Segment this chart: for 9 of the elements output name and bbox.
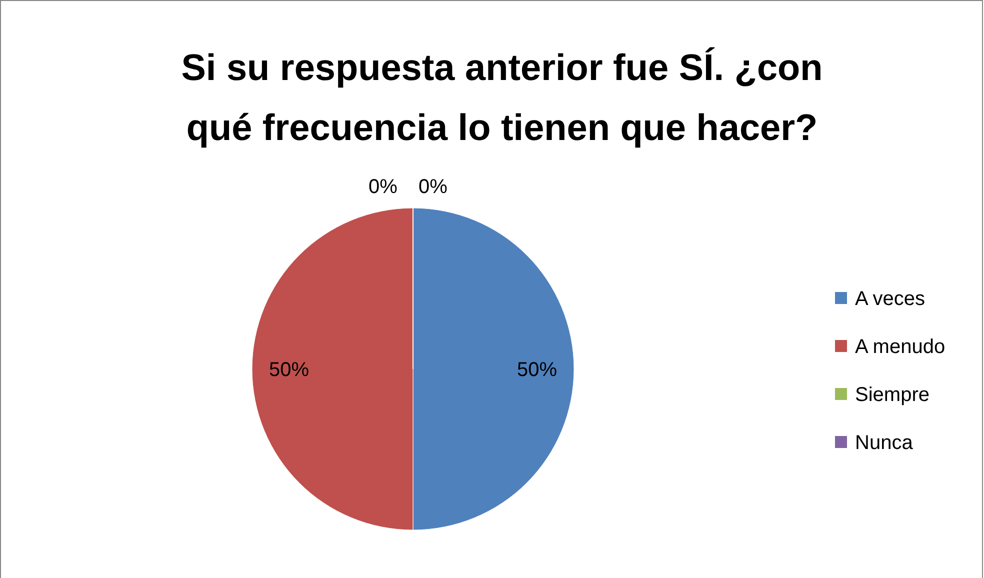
data-label: 50% <box>516 359 558 381</box>
chart-title: Si su respuesta anterior fue SÍ. ¿con qué frecuencia lo tienen que hacer? <box>181 47 823 148</box>
legend-label: A menudo <box>855 336 946 358</box>
legend-label: Nunca <box>855 432 914 454</box>
text: 0% <box>418 176 448 198</box>
text: 0% <box>368 176 398 198</box>
data-label: 50% <box>269 359 310 381</box>
legend-label: A veces <box>855 288 926 310</box>
legend-label: Siempre <box>855 384 930 406</box>
